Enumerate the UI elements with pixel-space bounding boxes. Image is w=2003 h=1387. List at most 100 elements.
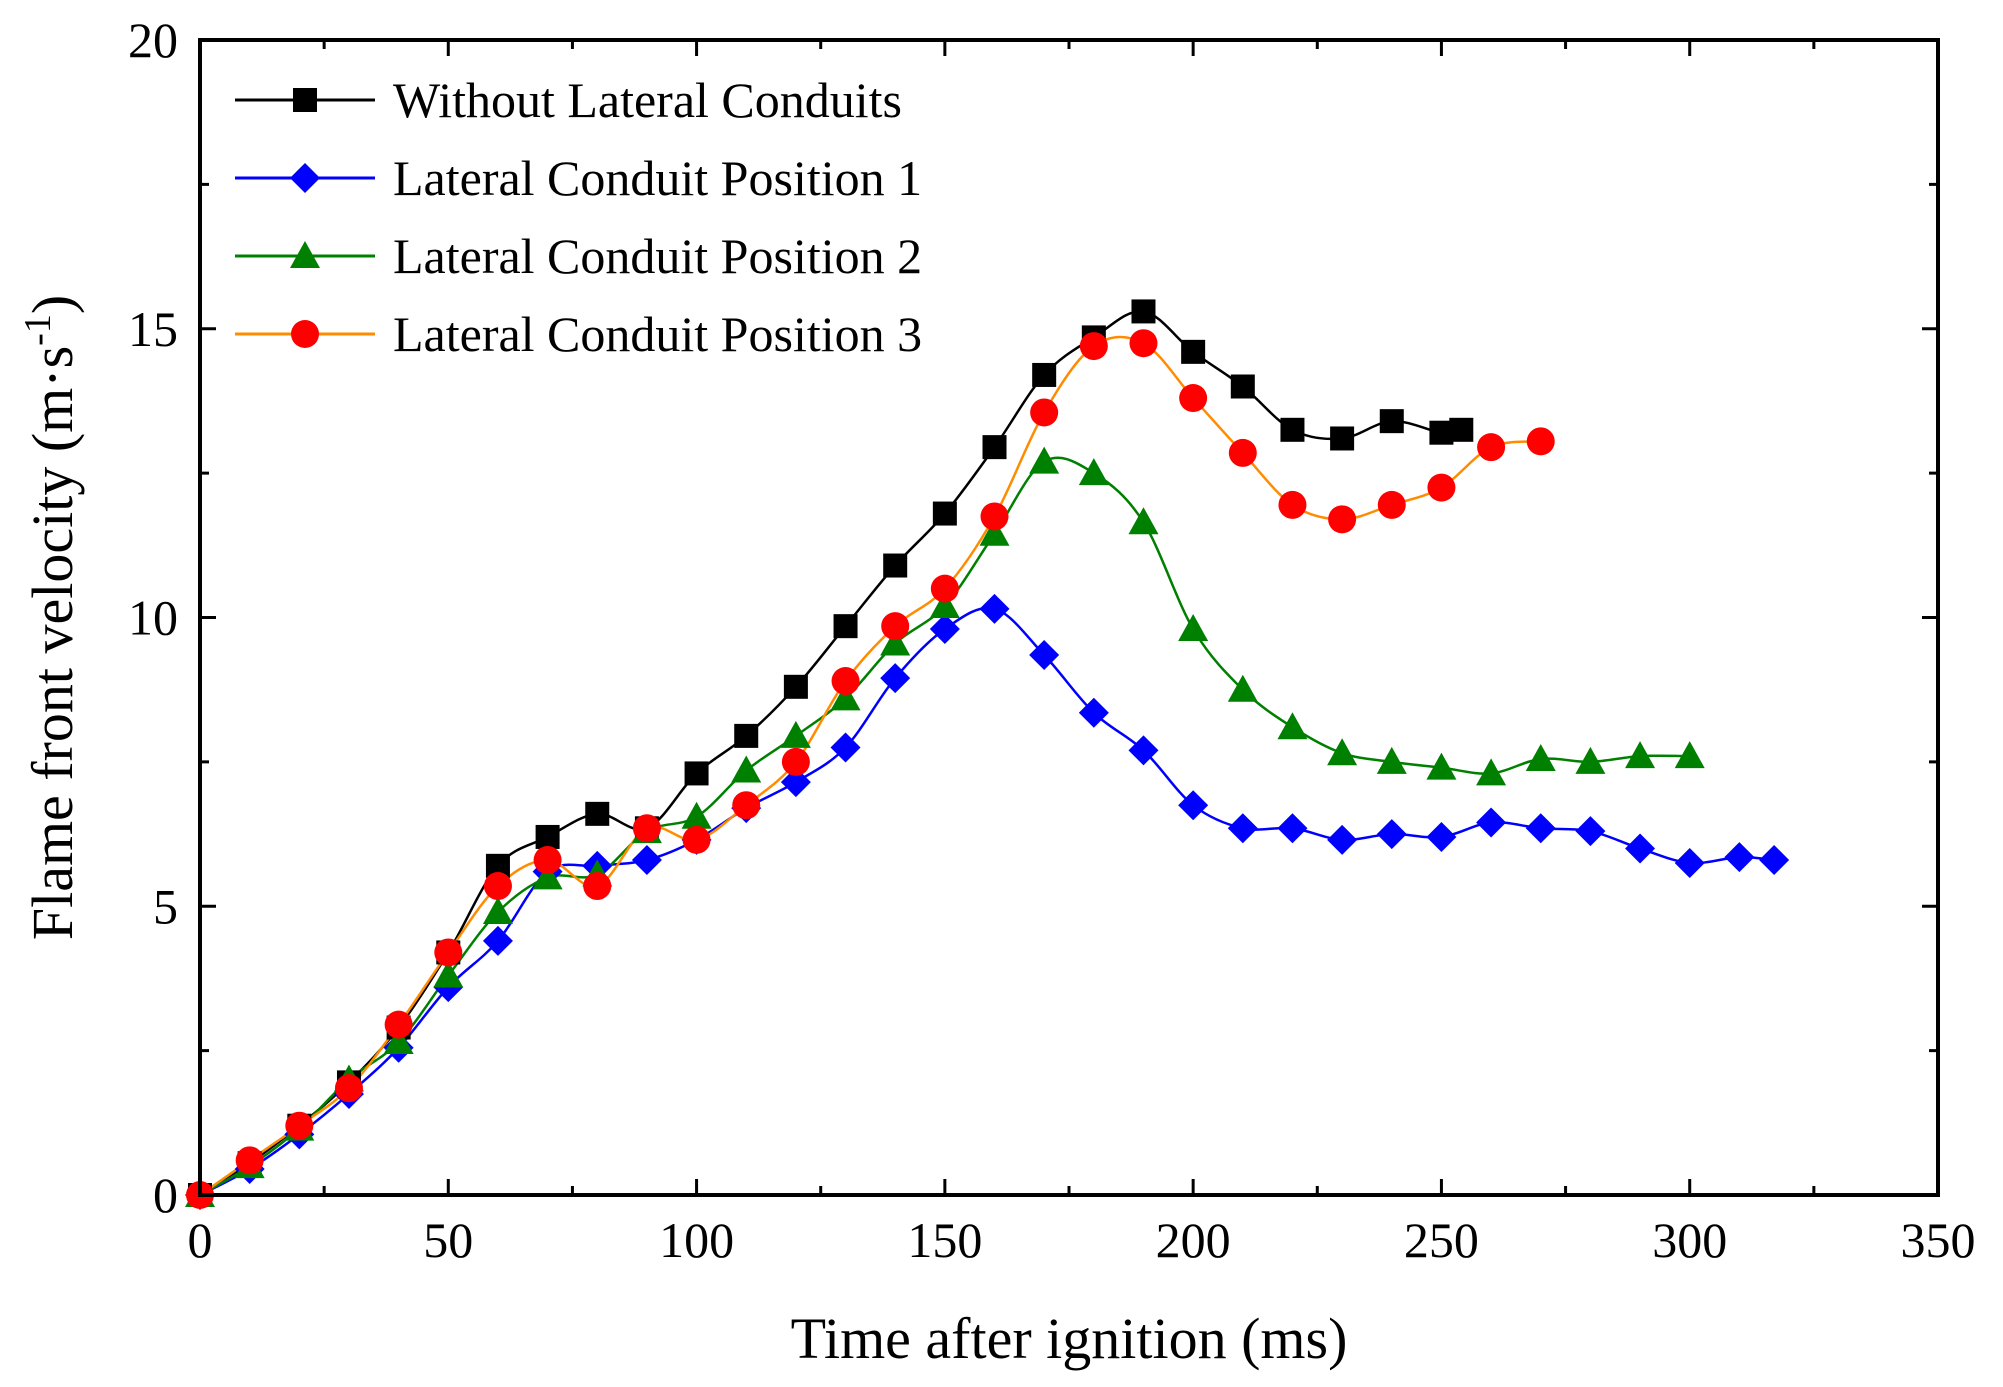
data-point — [532, 862, 563, 890]
data-point — [1228, 438, 1257, 467]
data-point — [1032, 362, 1057, 387]
data-point — [1129, 329, 1158, 358]
data-point — [830, 683, 861, 711]
legend-label: Lateral Conduit Position 1 — [393, 150, 922, 206]
data-point — [1327, 738, 1358, 766]
data-point — [932, 501, 957, 526]
data-point — [583, 872, 612, 901]
x-tick-label: 100 — [659, 1212, 734, 1268]
data-point — [1625, 833, 1656, 864]
data-point — [1227, 813, 1258, 844]
series-line-without-lateral-conduits — [199, 310, 1462, 1197]
data-point — [1029, 640, 1060, 671]
data-point — [980, 502, 1009, 531]
data-point — [1078, 458, 1109, 486]
x-tick-label: 200 — [1156, 1212, 1231, 1268]
data-point — [1377, 490, 1406, 519]
data-point — [482, 897, 513, 925]
data-point — [1131, 299, 1156, 324]
data-point — [881, 612, 910, 641]
data-point — [979, 518, 1010, 546]
legend-label: Without Lateral Conduits — [393, 72, 902, 128]
data-point — [434, 938, 463, 967]
data-point — [383, 1026, 414, 1054]
data-point — [681, 801, 712, 829]
data-point — [1328, 505, 1357, 534]
data-point — [929, 614, 960, 645]
data-point — [1526, 427, 1555, 456]
legend-marker — [290, 163, 320, 193]
x-tick-label: 50 — [423, 1212, 473, 1268]
series-points-lateral-conduit-position-3 — [186, 329, 1555, 1209]
data-point — [1277, 813, 1308, 844]
series-points-without-lateral-conduits — [188, 299, 1474, 1207]
data-point — [1179, 384, 1208, 413]
legend-item-lateral-conduit-position-3: Lateral Conduit Position 3 — [235, 306, 922, 362]
data-point — [780, 720, 811, 748]
data-point — [1178, 614, 1209, 642]
data-point — [880, 628, 911, 656]
data-point — [384, 1010, 413, 1039]
series-markers — [185, 299, 1790, 1210]
data-point — [929, 590, 960, 618]
data-point — [1575, 746, 1606, 774]
axis-tick-labels: 0 50 100 150 200 250 300 350 0 5 10 15 20 — [128, 12, 1976, 1268]
data-point — [1029, 446, 1060, 474]
data-point — [1277, 712, 1308, 740]
data-point — [1759, 845, 1790, 876]
data-point — [1327, 824, 1358, 855]
data-point — [1625, 741, 1656, 769]
legend-item-without-lateral-conduits: Without Lateral Conduits — [235, 72, 902, 128]
data-point — [930, 574, 959, 603]
data-point — [585, 801, 610, 826]
y-axis-title-exponent: -1 — [17, 314, 59, 346]
series-line-lateral-conduit-position-2 — [199, 456, 1690, 1197]
data-point — [1674, 741, 1705, 769]
data-point — [982, 435, 1007, 460]
legend-item-lateral-conduit-position-1: Lateral Conduit Position 1 — [235, 150, 922, 206]
legend-marker — [291, 320, 319, 348]
y-tick-label: 15 — [128, 301, 178, 357]
series-points-lateral-conduit-position-2 — [185, 446, 1705, 1207]
data-point — [1674, 847, 1705, 878]
x-tick-label: 150 — [907, 1212, 982, 1268]
series-points-lateral-conduit-position-1 — [185, 593, 1790, 1210]
x-tick-label: 0 — [188, 1212, 213, 1268]
data-point — [883, 553, 908, 578]
data-point — [734, 723, 759, 748]
data-point — [682, 825, 711, 854]
data-point — [631, 845, 662, 876]
data-point — [1278, 490, 1307, 519]
x-axis-title: Time after ignition (ms) — [791, 1306, 1348, 1371]
data-point — [731, 755, 762, 783]
data-point — [1230, 374, 1255, 399]
data-point — [1477, 433, 1506, 462]
data-point — [831, 667, 860, 696]
data-point — [632, 814, 661, 843]
data-point — [1030, 398, 1059, 427]
y-tick-label: 0 — [153, 1167, 178, 1223]
data-point — [334, 1074, 363, 1103]
data-point — [1427, 473, 1456, 502]
series-line-lateral-conduit-position-3 — [199, 335, 1541, 1197]
data-point — [1376, 746, 1407, 774]
x-tick-label: 250 — [1404, 1212, 1479, 1268]
y-tick-label: 5 — [153, 878, 178, 934]
data-point — [780, 767, 811, 798]
data-point — [1476, 758, 1507, 786]
x-tick-label: 350 — [1901, 1212, 1976, 1268]
data-point — [1426, 752, 1457, 780]
data-point — [1376, 819, 1407, 850]
y-tick-label: 20 — [128, 12, 178, 68]
data-point — [285, 1111, 314, 1140]
y-axis-title-main: Flame front velocity (m·s — [20, 346, 85, 940]
data-point — [482, 925, 513, 956]
series-line-lateral-conduit-position-1 — [199, 606, 1775, 1197]
data-point — [1724, 842, 1755, 873]
data-point — [533, 846, 562, 875]
data-point — [535, 824, 560, 849]
data-point — [1449, 417, 1474, 442]
data-point — [732, 791, 761, 820]
data-point — [1128, 507, 1159, 535]
